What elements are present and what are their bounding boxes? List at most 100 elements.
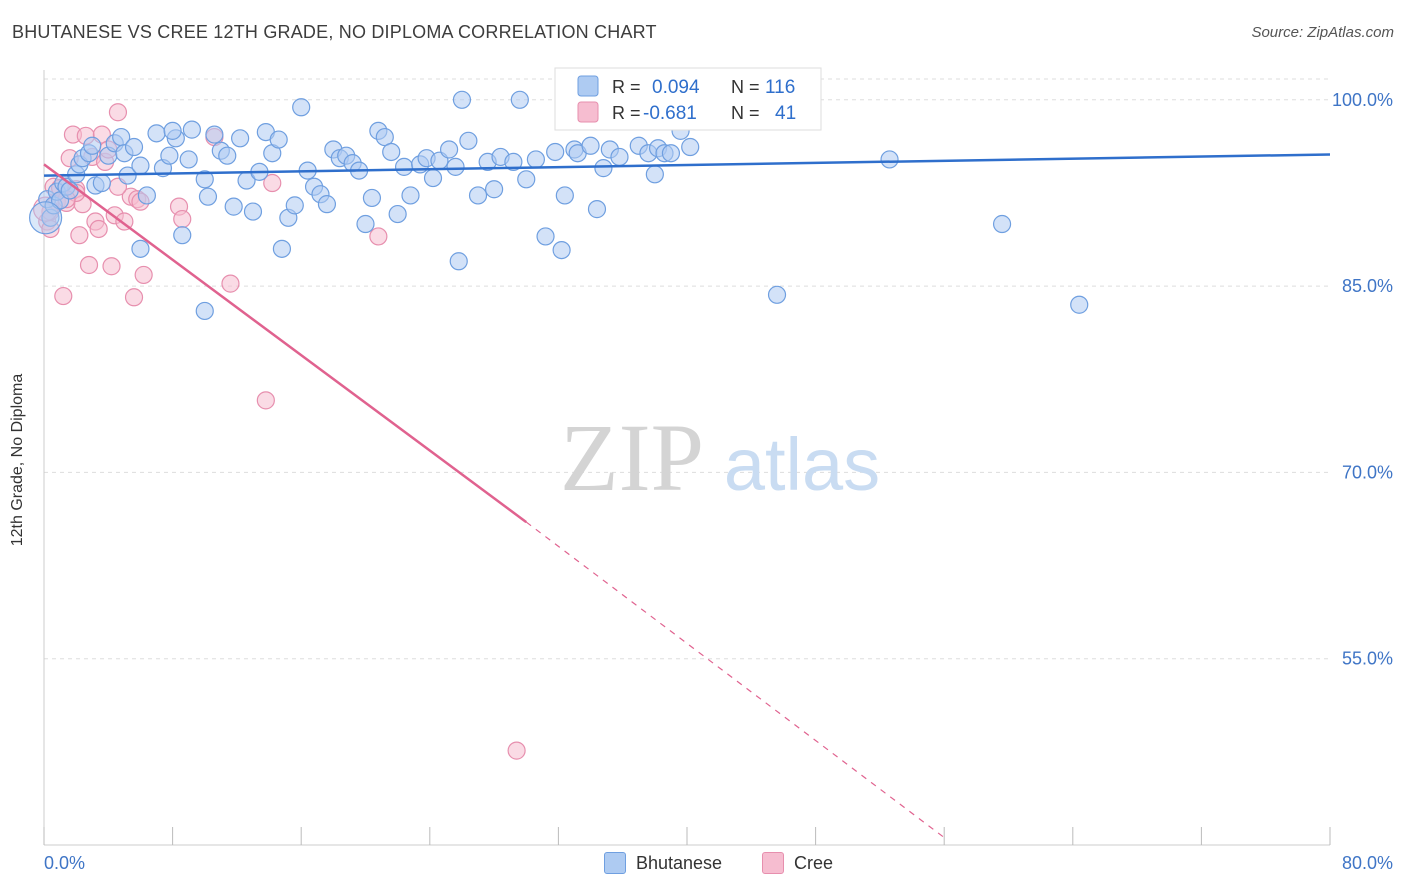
bhutanese-point: [645, 165, 664, 184]
stats-swatch-cree: [577, 101, 599, 123]
bhutanese-point: [587, 200, 607, 219]
cree-point: [263, 173, 282, 193]
bhutanese-point: [147, 124, 166, 143]
bhutanese-point: [452, 90, 472, 109]
watermark: ZIP atlas: [560, 404, 880, 511]
bhutanese-point: [401, 186, 420, 205]
bhutanese-point: [594, 159, 613, 178]
bhutanese-point: [243, 202, 263, 221]
cree-point: [54, 286, 73, 306]
cree-point: [221, 274, 240, 293]
bhutanese-point: [272, 239, 292, 258]
bhutanese-point: [218, 146, 237, 165]
cree-point: [134, 265, 153, 285]
y-axis-title-wrap: 12th Grade, No Diploma: [9, 374, 42, 547]
chart-title: BHUTANESE VS CREE 12TH GRADE, NO DIPLOMA…: [12, 22, 657, 42]
bhutanese-point: [163, 121, 182, 140]
bhutanese-point: [269, 130, 288, 149]
bhutanese-point: [449, 252, 468, 271]
stats-r-value-bhutanese: 0.094: [652, 77, 700, 98]
bhutanese-point: [224, 197, 243, 216]
stats-n-label-bhutanese: N =: [731, 77, 760, 97]
bhutanese-point: [356, 214, 375, 234]
cree-point: [89, 219, 108, 239]
bhutanese-point: [362, 188, 382, 208]
y-tick-label: 100.0%: [1332, 90, 1393, 110]
y-tick-label: 55.0%: [1342, 649, 1393, 669]
bhutanese-point: [124, 137, 144, 157]
stats-n-value-cree: 41: [775, 103, 796, 124]
trend-lines: [43, 153, 1331, 839]
bhutanese-point: [131, 239, 150, 258]
bhutanese-point: [610, 147, 629, 167]
legend-item-cree[interactable]: Cree: [762, 852, 833, 874]
bhutanese-point: [83, 136, 102, 155]
bhutanese-point: [179, 150, 198, 169]
bhutanese-point: [992, 214, 1012, 234]
bhutanese-point: [581, 136, 600, 155]
bhutanese-point: [510, 90, 529, 109]
bhutanese-point: [198, 187, 218, 206]
bhutanese-point: [517, 170, 536, 189]
cree-point: [108, 103, 128, 122]
series-legend: Bhutanese Cree: [0, 852, 1406, 876]
bhutanese-point: [285, 196, 304, 215]
legend-item-bhutanese[interactable]: Bhutanese: [604, 852, 722, 874]
cree-point: [507, 741, 526, 760]
bhutanese-point: [173, 226, 192, 245]
bhutanese-point: [446, 157, 465, 176]
bhutanese-point: [195, 301, 214, 321]
watermark-zip: ZIP: [560, 404, 704, 511]
cree-trend-extension: [525, 521, 945, 839]
axis-layer: 55.0% 70.0% 85.0% 100.0% 0.0% 80.0%: [43, 70, 1393, 873]
bhutanese-point: [468, 186, 488, 205]
stats-r-label-bhutanese: R =: [612, 77, 641, 97]
legend-swatch-cree: [762, 852, 784, 874]
bhutanese-point: [1070, 295, 1089, 314]
bhutanese-point: [526, 150, 545, 169]
bhutanese-point: [423, 168, 443, 188]
bhutanese-point: [205, 125, 224, 144]
bhutanese-point: [394, 157, 414, 176]
bhutanese-point: [546, 142, 565, 162]
bhutanese-point: [92, 173, 111, 193]
cree-point: [256, 391, 275, 410]
cree-point: [124, 288, 144, 307]
bhutanese-point: [504, 152, 523, 172]
cree-point: [102, 257, 121, 276]
cree-point: [369, 227, 388, 246]
bhutanese-point: [485, 180, 504, 199]
bhutanese-cluster-point: [29, 201, 63, 235]
bhutanese-point: [388, 204, 407, 224]
bhutanese-point: [137, 186, 156, 205]
cree-point: [79, 255, 99, 275]
stats-swatch-bhutanese: [577, 75, 599, 97]
stats-r-value-cree: -0.681: [643, 103, 697, 124]
legend-label-cree: Cree: [794, 852, 834, 873]
stats-r-label-cree: R =: [612, 103, 641, 123]
bhutanese-point: [880, 150, 899, 169]
bhutanese-point: [131, 156, 150, 175]
bhutanese-trend-line: [43, 153, 1331, 177]
bhutanese-point: [292, 98, 311, 117]
stats-n-label-cree: N =: [731, 103, 760, 123]
bhutanese-point: [552, 240, 571, 260]
x-tick-label-min: 0.0%: [44, 853, 85, 873]
bhutanese-point: [661, 144, 681, 163]
stats-n-value-bhutanese: 116: [765, 77, 795, 98]
stats-legend: R = 0.094 N = 116 R = -0.681 N = 41: [554, 67, 822, 131]
cree-point: [70, 226, 89, 245]
bhutanese-point: [182, 120, 201, 139]
watermark-atlas: atlas: [724, 423, 880, 506]
bhutanese-point: [555, 186, 574, 205]
source-label: Source: ZipAtlas.com: [1251, 24, 1394, 41]
stats-legend-box: [554, 67, 822, 131]
bhutanese-point: [767, 285, 787, 304]
bhutanese-point: [160, 146, 179, 165]
bhutanese-point: [317, 195, 337, 214]
bhutanese-point: [536, 227, 555, 246]
cree-point: [173, 209, 192, 229]
legend-label-bhutanese: Bhutanese: [636, 852, 723, 873]
y-tick-label: 70.0%: [1342, 462, 1393, 482]
